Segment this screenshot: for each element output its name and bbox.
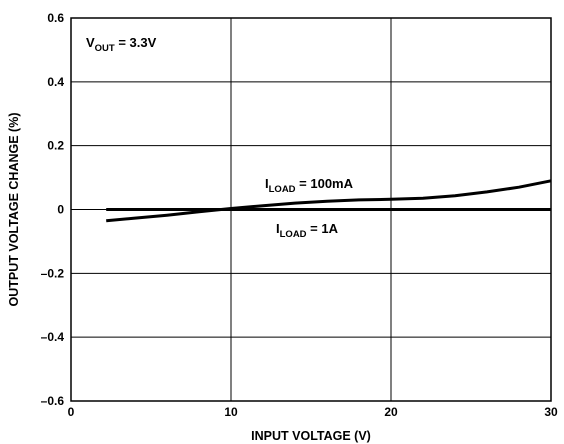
x-tick-label: 10 — [224, 405, 238, 419]
y-tick-label: –0.6 — [41, 394, 65, 408]
y-tick-label: 0.6 — [47, 11, 64, 25]
series-label-1a: ILOAD = 1A — [276, 221, 339, 240]
y-tick-label: 0.4 — [47, 75, 64, 89]
series-line-100ma — [106, 179, 552, 223]
y-tick-label: 0 — [57, 203, 64, 217]
x-tick-label: 0 — [68, 405, 75, 419]
x-tick-label: 30 — [544, 405, 558, 419]
y-tick-label: –0.2 — [41, 266, 65, 280]
y-tick-label: –0.4 — [41, 330, 65, 344]
tick-labels: 0 10 20 30 –0.6 –0.4 –0.2 0 0.2 0.4 0.6 — [41, 11, 558, 419]
x-tick-label: 20 — [384, 405, 398, 419]
series-label-100ma: ILOAD = 100mA — [265, 176, 354, 195]
y-axis-label: OUTPUT VOLTAGE CHANGE (%) — [7, 113, 21, 307]
y-tick-label: 0.2 — [47, 139, 64, 153]
vout-annotation: VOUT = 3.3V — [86, 35, 157, 54]
series-layer — [106, 179, 552, 223]
x-axis-label: INPUT VOLTAGE (V) — [251, 429, 371, 443]
